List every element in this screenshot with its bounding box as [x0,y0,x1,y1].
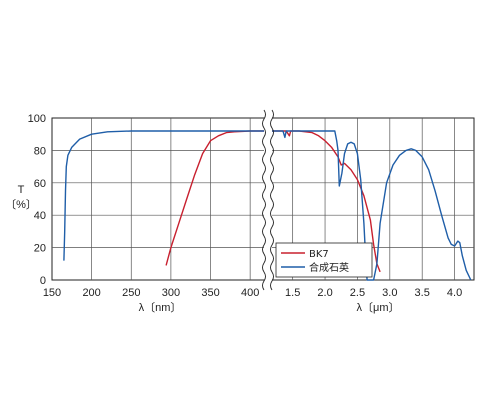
x-tick-label-um: 3.5 [415,287,430,299]
series-line-fused-silica-right [270,130,472,281]
y-tick-label: 0 [40,275,46,287]
legend-box [275,242,373,278]
x-tick-label-nm: 150 [43,287,61,299]
series-line-bk7-left [165,130,266,266]
x-tick-label-nm: 400 [241,287,259,299]
series-group [63,130,472,281]
x-axis-label-um: λ〔μm〕 [356,301,399,314]
x-tick-label-um: 1.5 [285,287,300,299]
x-axis-label-nm: λ〔nm〕 [139,301,182,314]
series-line-fused-silica-left [63,130,266,261]
x-tick-label-um: 4.0 [447,287,462,299]
x-tick-label-um: 2.5 [350,287,365,299]
legend: BK7 合成石英 [275,242,373,278]
x-tick-label-nm: 350 [201,287,219,299]
y-axis-label: T [18,184,25,196]
axis-break-marker [262,109,274,291]
x-tick-label-um: 2.0 [317,287,332,299]
y-tick-label: 20 [34,243,46,255]
x-tick-label-nm: 300 [162,287,180,299]
legend-label-fused-silica: 合成石英 [309,261,349,274]
axis-break-line-left [262,109,266,291]
plot-frame [51,117,475,281]
legend-label-bk7: BK7 [309,249,329,260]
axis-break-mask [264,110,272,288]
x-tick-labels: 150 200 250 300 350 400 1.5 2.0 2.5 3.0 3.5 4.0 [43,287,462,299]
y-tick-label: 60 [34,178,46,190]
x-tick-label-nm: 250 [122,287,140,299]
y-tick-label: 100 [28,113,46,125]
y-tick-labels: 0 20 40 60 80 100 [28,113,46,287]
y-axis-unit: 〔%〕 [5,198,37,211]
x-tick-label-nm: 200 [82,287,100,299]
x-tick-label-um: 3.0 [382,287,397,299]
y-tick-label: 40 [34,210,46,222]
y-tick-label: 80 [34,145,46,157]
axis-break-line-right [270,109,274,291]
